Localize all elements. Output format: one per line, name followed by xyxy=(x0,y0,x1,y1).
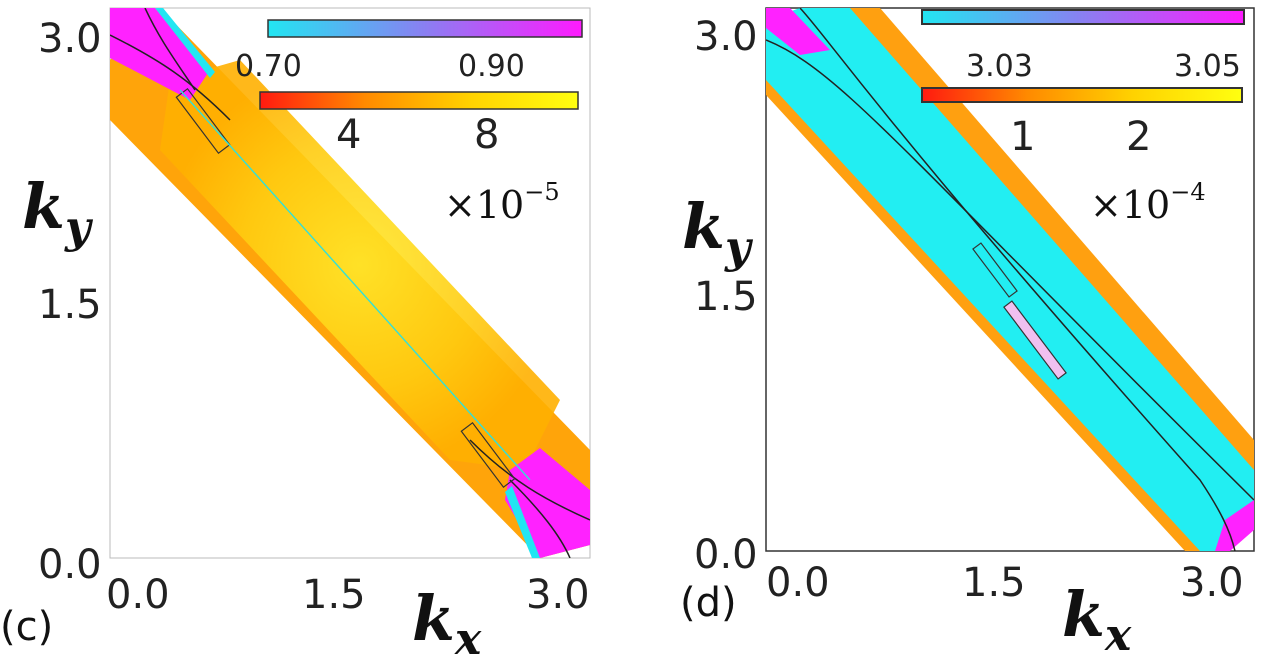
cb-magenta-tick-d-0: 3.03 xyxy=(966,49,1033,84)
y-tick-d-1: 1.5 xyxy=(694,274,758,320)
x-tick-c-1: 1.5 xyxy=(302,572,366,618)
cb-heat-tick-c-0: 4 xyxy=(336,112,361,158)
diagonal-line-c xyxy=(179,89,531,481)
cb-magenta-tick-c-1: 0.90 xyxy=(458,49,525,84)
band-core-c xyxy=(160,60,560,470)
panel-c: 0.70 0.90 4 8 ×10−5 3.0 1.5 0.0 0.0 1.5 … xyxy=(0,7,591,663)
y-tick-c-0: 0.0 xyxy=(38,542,102,588)
band-cyan-d xyxy=(766,8,1254,551)
x-tick-c-0: 0.0 xyxy=(106,572,170,618)
y-axis-label-d: ky xyxy=(682,190,754,273)
cb-heat-tick-c-1: 8 xyxy=(474,112,499,158)
panel-label-c: (c) xyxy=(0,604,53,650)
x-tick-d-0: 0.0 xyxy=(766,560,830,606)
heatmap-d xyxy=(766,8,1254,551)
x-tick-d-1: 1.5 xyxy=(962,560,1026,606)
colorbar-magenta-c xyxy=(267,19,583,38)
y-tick-d-0: 0.0 xyxy=(694,532,758,578)
contour-line-1-c xyxy=(110,34,231,121)
contour-line-3-c xyxy=(469,439,590,521)
y-tick-c-1: 1.5 xyxy=(38,282,102,328)
contour-line-1-d xyxy=(766,39,1254,501)
band-magenta-top-d xyxy=(766,8,830,55)
colorbar-heat-d xyxy=(921,87,1243,103)
cb-heat-tick-d-0: 1 xyxy=(1010,114,1035,160)
colorbar-magenta-d xyxy=(921,9,1245,25)
colorbar-heat-c xyxy=(259,91,579,110)
x-tick-d-2: 3.0 xyxy=(1180,560,1244,606)
cyan-edge-top-c xyxy=(155,8,215,78)
panel-d: 3.03 3.05 1 2 ×10−4 3.0 1.5 0.0 0.0 1.5 … xyxy=(680,7,1255,661)
cb-heat-multiplier-c: ×10−5 xyxy=(444,178,560,227)
x-axis-label-c: kx xyxy=(412,582,482,663)
band-magenta-bottom-d xyxy=(1215,500,1254,551)
feature-box-2-d xyxy=(1003,300,1067,380)
feature-box-1-d xyxy=(972,242,1018,298)
contour-line-2-c xyxy=(144,8,196,91)
cb-heat-tick-d-1: 2 xyxy=(1126,114,1151,160)
cb-magenta-tick-c-0: 0.70 xyxy=(235,49,302,84)
contour-line-4-c xyxy=(509,479,571,558)
cb-magenta-tick-d-1: 3.05 xyxy=(1174,49,1241,84)
x-axis-label-d: kx xyxy=(1062,578,1132,661)
cb-heat-multiplier-d: ×10−4 xyxy=(1090,178,1206,227)
y-tick-c-2: 3.0 xyxy=(38,16,102,62)
contour-line-2-d xyxy=(799,8,1236,551)
y-tick-d-2: 3.0 xyxy=(694,14,758,60)
cyan-edge-bottom-c xyxy=(505,486,540,558)
feature-box-2-c xyxy=(460,421,516,489)
heatmap-c xyxy=(110,8,590,558)
magenta-region-top-c xyxy=(110,8,210,100)
x-tick-c-2: 3.0 xyxy=(526,572,590,618)
panel-label-d: (d) xyxy=(680,580,737,626)
y-axis-label-c: ky xyxy=(22,170,94,253)
